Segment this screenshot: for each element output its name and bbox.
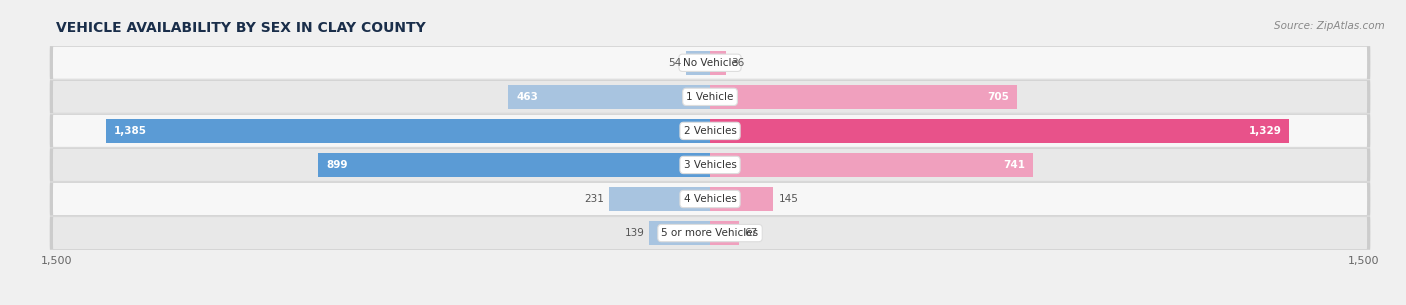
FancyBboxPatch shape (49, 216, 1371, 250)
Bar (710, 84, 1018, 109)
Text: 1 Vehicle: 1 Vehicle (686, 92, 734, 102)
Bar (710, 51, 725, 75)
FancyBboxPatch shape (53, 149, 1367, 181)
FancyBboxPatch shape (53, 47, 1367, 79)
Text: VEHICLE AVAILABILITY BY SEX IN CLAY COUNTY: VEHICLE AVAILABILITY BY SEX IN CLAY COUN… (56, 21, 426, 35)
FancyBboxPatch shape (49, 46, 1371, 80)
Text: 705: 705 (987, 92, 1010, 102)
Text: 231: 231 (585, 194, 605, 204)
Text: 3 Vehicles: 3 Vehicles (683, 160, 737, 170)
Bar (650, 221, 710, 245)
Text: 36: 36 (731, 58, 744, 68)
Text: 1,329: 1,329 (1249, 126, 1281, 136)
Text: 1,385: 1,385 (114, 126, 148, 136)
FancyBboxPatch shape (49, 148, 1371, 182)
FancyBboxPatch shape (53, 217, 1367, 249)
Text: No Vehicle: No Vehicle (682, 58, 738, 68)
Text: 463: 463 (516, 92, 538, 102)
FancyBboxPatch shape (53, 115, 1367, 147)
Text: 139: 139 (624, 228, 644, 238)
Text: Source: ZipAtlas.com: Source: ZipAtlas.com (1274, 21, 1385, 31)
Text: 899: 899 (326, 160, 347, 170)
Text: 2 Vehicles: 2 Vehicles (683, 126, 737, 136)
FancyBboxPatch shape (53, 81, 1367, 113)
Bar (710, 187, 773, 211)
FancyBboxPatch shape (49, 80, 1371, 113)
Text: 145: 145 (779, 194, 799, 204)
Bar (710, 153, 1033, 177)
FancyBboxPatch shape (49, 182, 1371, 216)
FancyBboxPatch shape (49, 114, 1371, 148)
Text: 741: 741 (1002, 160, 1025, 170)
Text: 67: 67 (744, 228, 758, 238)
Bar (107, 119, 710, 143)
Bar (686, 51, 710, 75)
Bar (508, 84, 710, 109)
Bar (318, 153, 710, 177)
Text: 4 Vehicles: 4 Vehicles (683, 194, 737, 204)
Bar (710, 119, 1289, 143)
Text: 54: 54 (668, 58, 682, 68)
FancyBboxPatch shape (53, 183, 1367, 215)
Bar (609, 187, 710, 211)
Bar (710, 221, 740, 245)
Text: 5 or more Vehicles: 5 or more Vehicles (661, 228, 759, 238)
